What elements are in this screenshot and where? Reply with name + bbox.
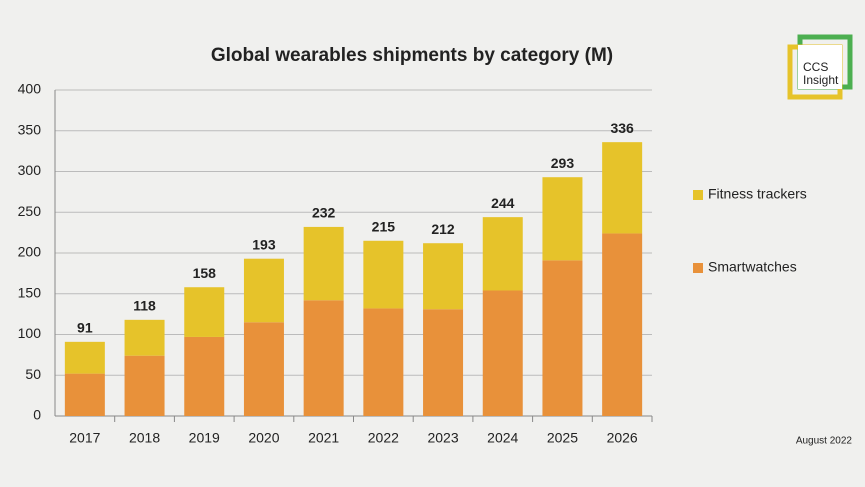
total-label: 158 — [193, 265, 217, 281]
x-tick-label: 2018 — [129, 430, 160, 446]
logo-text: Insight — [803, 73, 839, 87]
x-tick-label: 2026 — [607, 430, 638, 446]
x-tick-label: 2022 — [368, 430, 399, 446]
y-tick-label: 100 — [18, 325, 42, 341]
legend-label: Smartwatches — [708, 259, 797, 275]
x-tick-label: 2024 — [487, 430, 518, 446]
x-tick-label: 2019 — [189, 430, 220, 446]
x-tick-label: 2025 — [547, 430, 578, 446]
bar-segment — [124, 355, 165, 416]
bar-segment — [482, 290, 523, 416]
bar-segment — [184, 336, 225, 416]
total-label: 293 — [551, 155, 575, 171]
total-label: 336 — [610, 120, 634, 136]
total-label: 212 — [431, 221, 455, 237]
bar-segment — [363, 308, 404, 416]
y-tick-label: 250 — [18, 203, 42, 219]
legend-swatch — [693, 190, 703, 200]
total-label: 215 — [372, 218, 396, 234]
total-label: 118 — [133, 298, 156, 314]
logo: CCS Insight — [787, 34, 853, 100]
y-tick-label: 400 — [18, 81, 42, 97]
x-tick-label: 2020 — [248, 430, 279, 446]
bar-segment — [423, 243, 464, 310]
bar-segment — [184, 287, 225, 337]
bar-segment — [542, 177, 583, 261]
x-tick-label: 2023 — [427, 430, 458, 446]
chart-title: Global wearables shipments by category (… — [211, 45, 613, 66]
logo-text: CCS — [803, 60, 828, 74]
y-tick-label: 150 — [18, 284, 42, 300]
bar-segment — [64, 373, 105, 416]
bar-segment — [243, 322, 284, 416]
legend-swatch — [693, 263, 703, 273]
y-tick-label: 200 — [18, 244, 42, 260]
logo-bg — [798, 45, 842, 89]
x-tick-label: 2017 — [69, 430, 100, 446]
y-tick-label: 50 — [25, 366, 41, 382]
bar-segment — [363, 240, 404, 309]
total-label: 244 — [491, 195, 515, 211]
bar-segment — [64, 341, 105, 374]
bar-segment — [602, 142, 643, 234]
total-label: 232 — [312, 205, 336, 221]
bar-segment — [423, 309, 464, 416]
x-tick-label: 2021 — [308, 430, 339, 446]
legend-label: Fitness trackers — [708, 186, 807, 202]
bar-segment — [303, 300, 344, 416]
bar-segment — [482, 217, 523, 291]
bar-segment — [542, 260, 583, 416]
bar-segment — [303, 226, 344, 301]
footnote: August 2022 — [796, 436, 853, 447]
y-tick-label: 350 — [18, 121, 42, 137]
y-tick-label: 300 — [18, 162, 42, 178]
bar-segment — [602, 233, 643, 416]
bar-segment — [124, 319, 165, 356]
total-label: 91 — [77, 320, 93, 336]
total-label: 193 — [252, 236, 276, 252]
bar-segment — [243, 258, 284, 323]
y-tick-label: 0 — [33, 407, 41, 423]
